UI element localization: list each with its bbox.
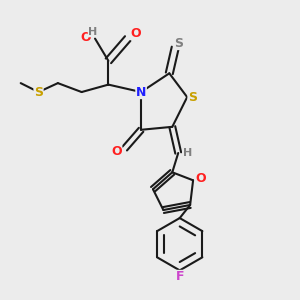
Text: O: O xyxy=(80,31,91,44)
Text: O: O xyxy=(111,145,122,158)
Text: O: O xyxy=(131,27,141,40)
Text: S: S xyxy=(174,37,183,50)
Text: O: O xyxy=(195,172,206,185)
Text: H: H xyxy=(182,148,192,158)
Text: S: S xyxy=(188,91,197,103)
Text: N: N xyxy=(136,85,146,98)
Text: F: F xyxy=(176,270,184,284)
Text: S: S xyxy=(34,85,43,98)
Text: H: H xyxy=(88,27,98,37)
